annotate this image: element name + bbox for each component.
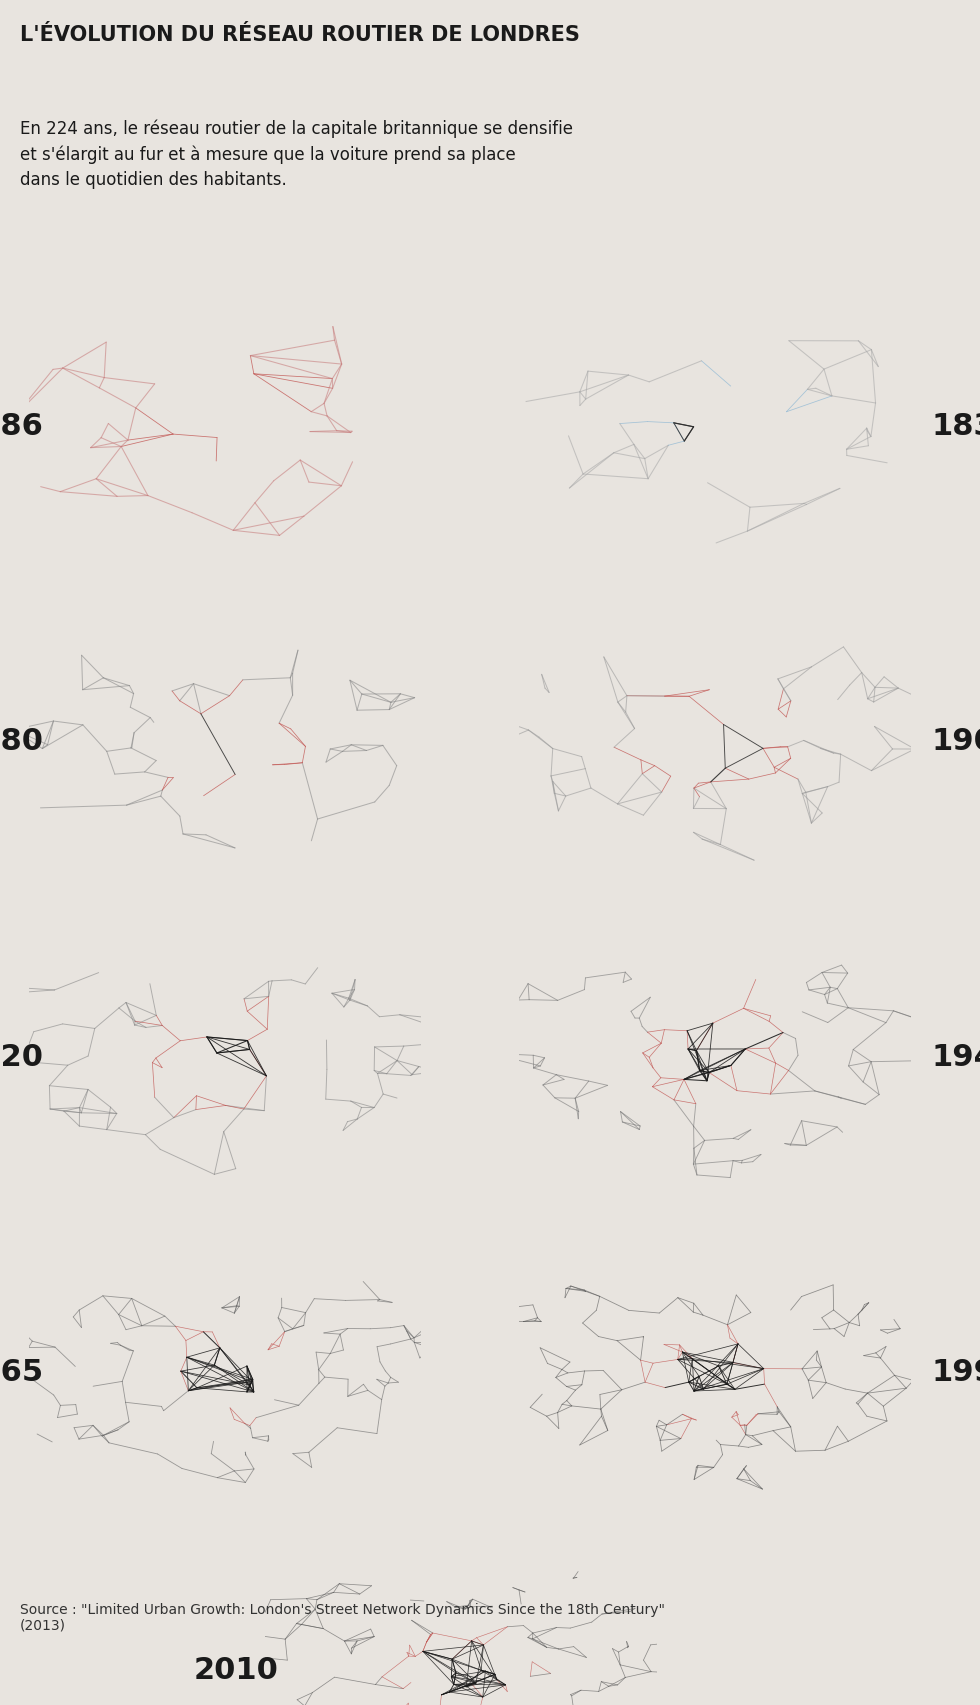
- Text: 1880: 1880: [0, 726, 44, 757]
- Text: L'ÉVOLUTION DU RÉSEAU ROUTIER DE LONDRES: L'ÉVOLUTION DU RÉSEAU ROUTIER DE LONDRES: [20, 26, 579, 44]
- Text: 1940: 1940: [931, 1042, 980, 1072]
- Text: 1900: 1900: [931, 726, 980, 757]
- Text: 1786: 1786: [0, 411, 44, 442]
- Text: 1965: 1965: [0, 1357, 44, 1388]
- Text: 1920: 1920: [0, 1042, 44, 1072]
- Text: En 224 ans, le réseau routier de la capitale britannique se densifie
et s'élargi: En 224 ans, le réseau routier de la capi…: [20, 119, 572, 189]
- Text: 1830: 1830: [931, 411, 980, 442]
- Text: 2010: 2010: [194, 1656, 279, 1686]
- Text: Source : "Limited Urban Growth: London's Street Network Dynamics Since the 18th : Source : "Limited Urban Growth: London's…: [20, 1603, 664, 1633]
- Text: 1990: 1990: [931, 1357, 980, 1388]
